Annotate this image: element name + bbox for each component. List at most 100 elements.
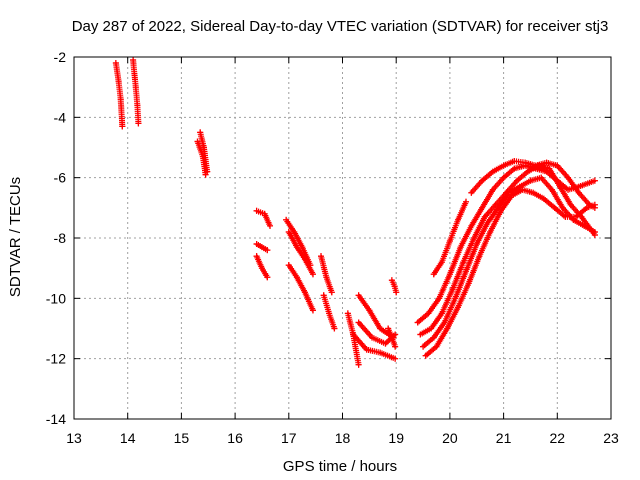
y-tick-label: -6	[54, 170, 67, 186]
data-point	[119, 123, 126, 130]
data-point	[446, 238, 453, 245]
data-point	[438, 310, 445, 317]
data-point	[548, 186, 555, 193]
data-point	[425, 310, 432, 317]
data-point	[264, 247, 271, 254]
data-point	[473, 241, 480, 248]
data-point	[377, 325, 384, 332]
data-point	[468, 222, 475, 229]
data-point	[476, 253, 483, 260]
series-arc-9	[285, 228, 316, 278]
data-point	[355, 319, 362, 326]
data-point	[309, 271, 316, 278]
data-marks	[112, 57, 598, 368]
series-path	[112, 60, 126, 130]
series-path	[414, 162, 598, 326]
y-tick-label: -4	[54, 109, 67, 125]
data-point	[283, 216, 290, 223]
data-point	[202, 171, 209, 178]
data-point	[264, 274, 271, 281]
x-axis-label: GPS time / hours	[283, 458, 397, 475]
data-point	[532, 162, 539, 169]
y-tick-label: -14	[46, 411, 66, 427]
data-point	[519, 186, 526, 193]
data-point	[489, 168, 496, 175]
data-point	[430, 334, 437, 341]
data-point	[433, 343, 440, 350]
data-point	[441, 319, 448, 326]
data-point	[369, 334, 376, 341]
series-arc-10	[285, 262, 316, 314]
data-point	[377, 349, 384, 356]
data-point	[417, 331, 424, 338]
data-point	[385, 325, 392, 332]
data-point	[522, 159, 529, 166]
data-point	[551, 204, 558, 211]
data-point	[562, 213, 569, 220]
data-point	[299, 244, 306, 251]
series-arc-23	[430, 198, 470, 278]
data-point	[130, 57, 137, 64]
data-point	[567, 201, 574, 208]
data-point	[388, 277, 395, 284]
data-point	[463, 198, 470, 205]
data-point	[293, 244, 300, 251]
x-tick-label: 20	[442, 430, 458, 446]
data-point	[392, 343, 399, 350]
data-point	[449, 286, 456, 293]
y-tick-label: -10	[46, 290, 66, 306]
data-point	[514, 177, 521, 184]
data-point	[200, 144, 207, 151]
data-point	[344, 310, 351, 317]
chart-title: Day 287 of 2022, Sidereal Day-to-day VTE…	[72, 18, 609, 35]
data-point	[392, 331, 399, 338]
series-path	[197, 129, 211, 175]
series-arc-1	[112, 60, 126, 130]
series-arc-24	[468, 158, 598, 211]
data-point	[253, 253, 260, 260]
y-tick-label: -2	[54, 49, 67, 65]
data-point	[285, 228, 292, 235]
data-point	[586, 201, 593, 208]
data-point	[591, 177, 598, 184]
series-path	[130, 57, 142, 127]
y-tick-label: -12	[46, 351, 66, 367]
y-axis-tick-labels: -14 -12 -10 -8 -6 -4 -2	[46, 49, 66, 427]
x-tick-label: 21	[496, 430, 512, 446]
data-point	[391, 283, 398, 290]
data-point	[524, 168, 531, 175]
data-point	[484, 219, 491, 226]
x-tick-label: 14	[120, 430, 136, 446]
data-point	[500, 174, 507, 181]
data-point	[350, 331, 357, 338]
data-point	[117, 96, 124, 103]
data-point	[554, 162, 561, 169]
data-point	[511, 165, 518, 172]
data-point	[355, 292, 362, 299]
data-point	[112, 60, 119, 67]
data-point	[309, 307, 316, 314]
data-point	[487, 228, 494, 235]
y-tick-label: -8	[54, 230, 67, 246]
data-point	[320, 292, 327, 299]
series-arc-11	[320, 292, 338, 332]
data-point	[465, 280, 472, 287]
data-point	[414, 319, 421, 326]
data-point	[285, 262, 292, 269]
data-point	[489, 186, 496, 193]
data-point	[393, 289, 400, 296]
data-point	[428, 325, 435, 332]
data-point	[471, 235, 478, 241]
data-point	[546, 165, 553, 172]
data-point	[479, 204, 486, 211]
data-point	[527, 177, 534, 184]
data-point	[460, 259, 467, 266]
data-point	[291, 228, 298, 235]
data-point	[430, 271, 437, 278]
data-point	[331, 325, 338, 332]
data-point	[446, 271, 453, 278]
x-tick-label: 19	[388, 430, 404, 446]
data-point	[559, 204, 566, 211]
series-arc-18	[388, 277, 400, 296]
